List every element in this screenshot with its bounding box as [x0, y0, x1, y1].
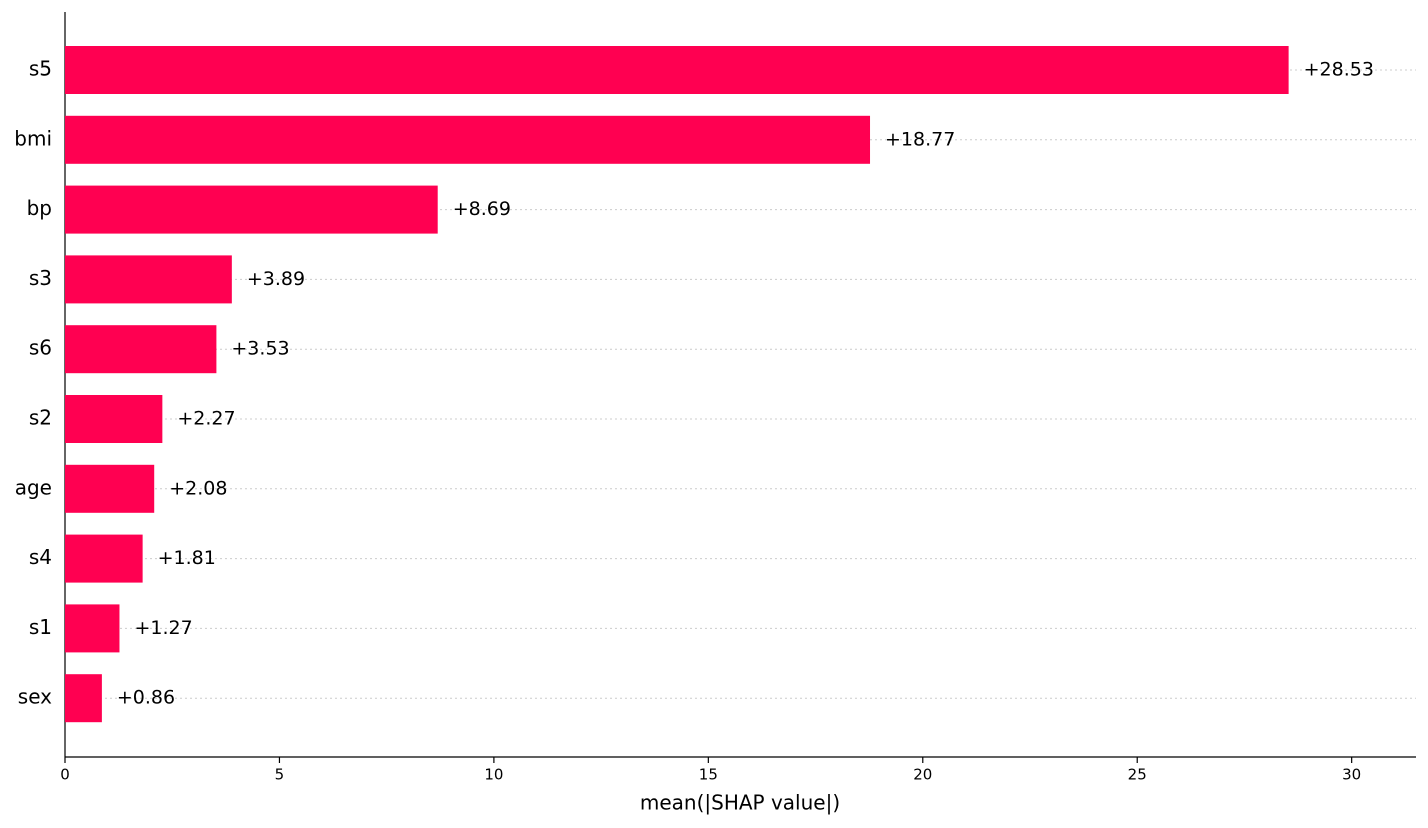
- bar: [65, 604, 120, 653]
- y-tick-label: bmi: [14, 126, 52, 150]
- y-tick-label: s3: [29, 266, 52, 290]
- bar: [65, 674, 102, 723]
- value-label: +1.27: [134, 617, 192, 639]
- bar: [65, 464, 155, 513]
- x-tick-label: 15: [699, 766, 718, 784]
- x-tick-label: 25: [1128, 766, 1147, 784]
- value-label: +18.77: [885, 128, 955, 150]
- x-tick-label: 0: [60, 766, 70, 784]
- value-label: +2.27: [177, 408, 235, 430]
- x-tick-label: 30: [1342, 766, 1361, 784]
- value-label: +3.89: [247, 268, 305, 290]
- bar: [65, 46, 1289, 94]
- bar: [65, 255, 232, 304]
- bar: [65, 325, 217, 374]
- value-label: +3.53: [231, 338, 289, 360]
- x-tick-label: 10: [484, 766, 503, 784]
- x-tick-label: 5: [275, 766, 285, 784]
- y-tick-label: s5: [29, 57, 52, 81]
- y-tick-label: s1: [29, 615, 52, 639]
- x-tick-label: 20: [913, 766, 932, 784]
- bar: [65, 185, 438, 234]
- value-label: +2.08: [169, 477, 227, 499]
- value-label: +28.53: [1304, 59, 1374, 81]
- value-label: +0.86: [117, 687, 175, 709]
- y-tick-label: s4: [29, 545, 52, 569]
- y-tick-label: s2: [29, 406, 52, 430]
- y-tick-label: sex: [18, 685, 52, 709]
- y-tick-label: bp: [27, 196, 52, 220]
- x-axis-label: mean(|SHAP value|): [640, 791, 840, 815]
- bar: [65, 534, 143, 583]
- bar: [65, 115, 871, 164]
- y-tick-label: s6: [29, 336, 52, 360]
- bar: [65, 395, 163, 443]
- y-tick-label: age: [15, 475, 52, 499]
- value-label: +8.69: [453, 198, 511, 220]
- value-label: +1.81: [158, 547, 216, 569]
